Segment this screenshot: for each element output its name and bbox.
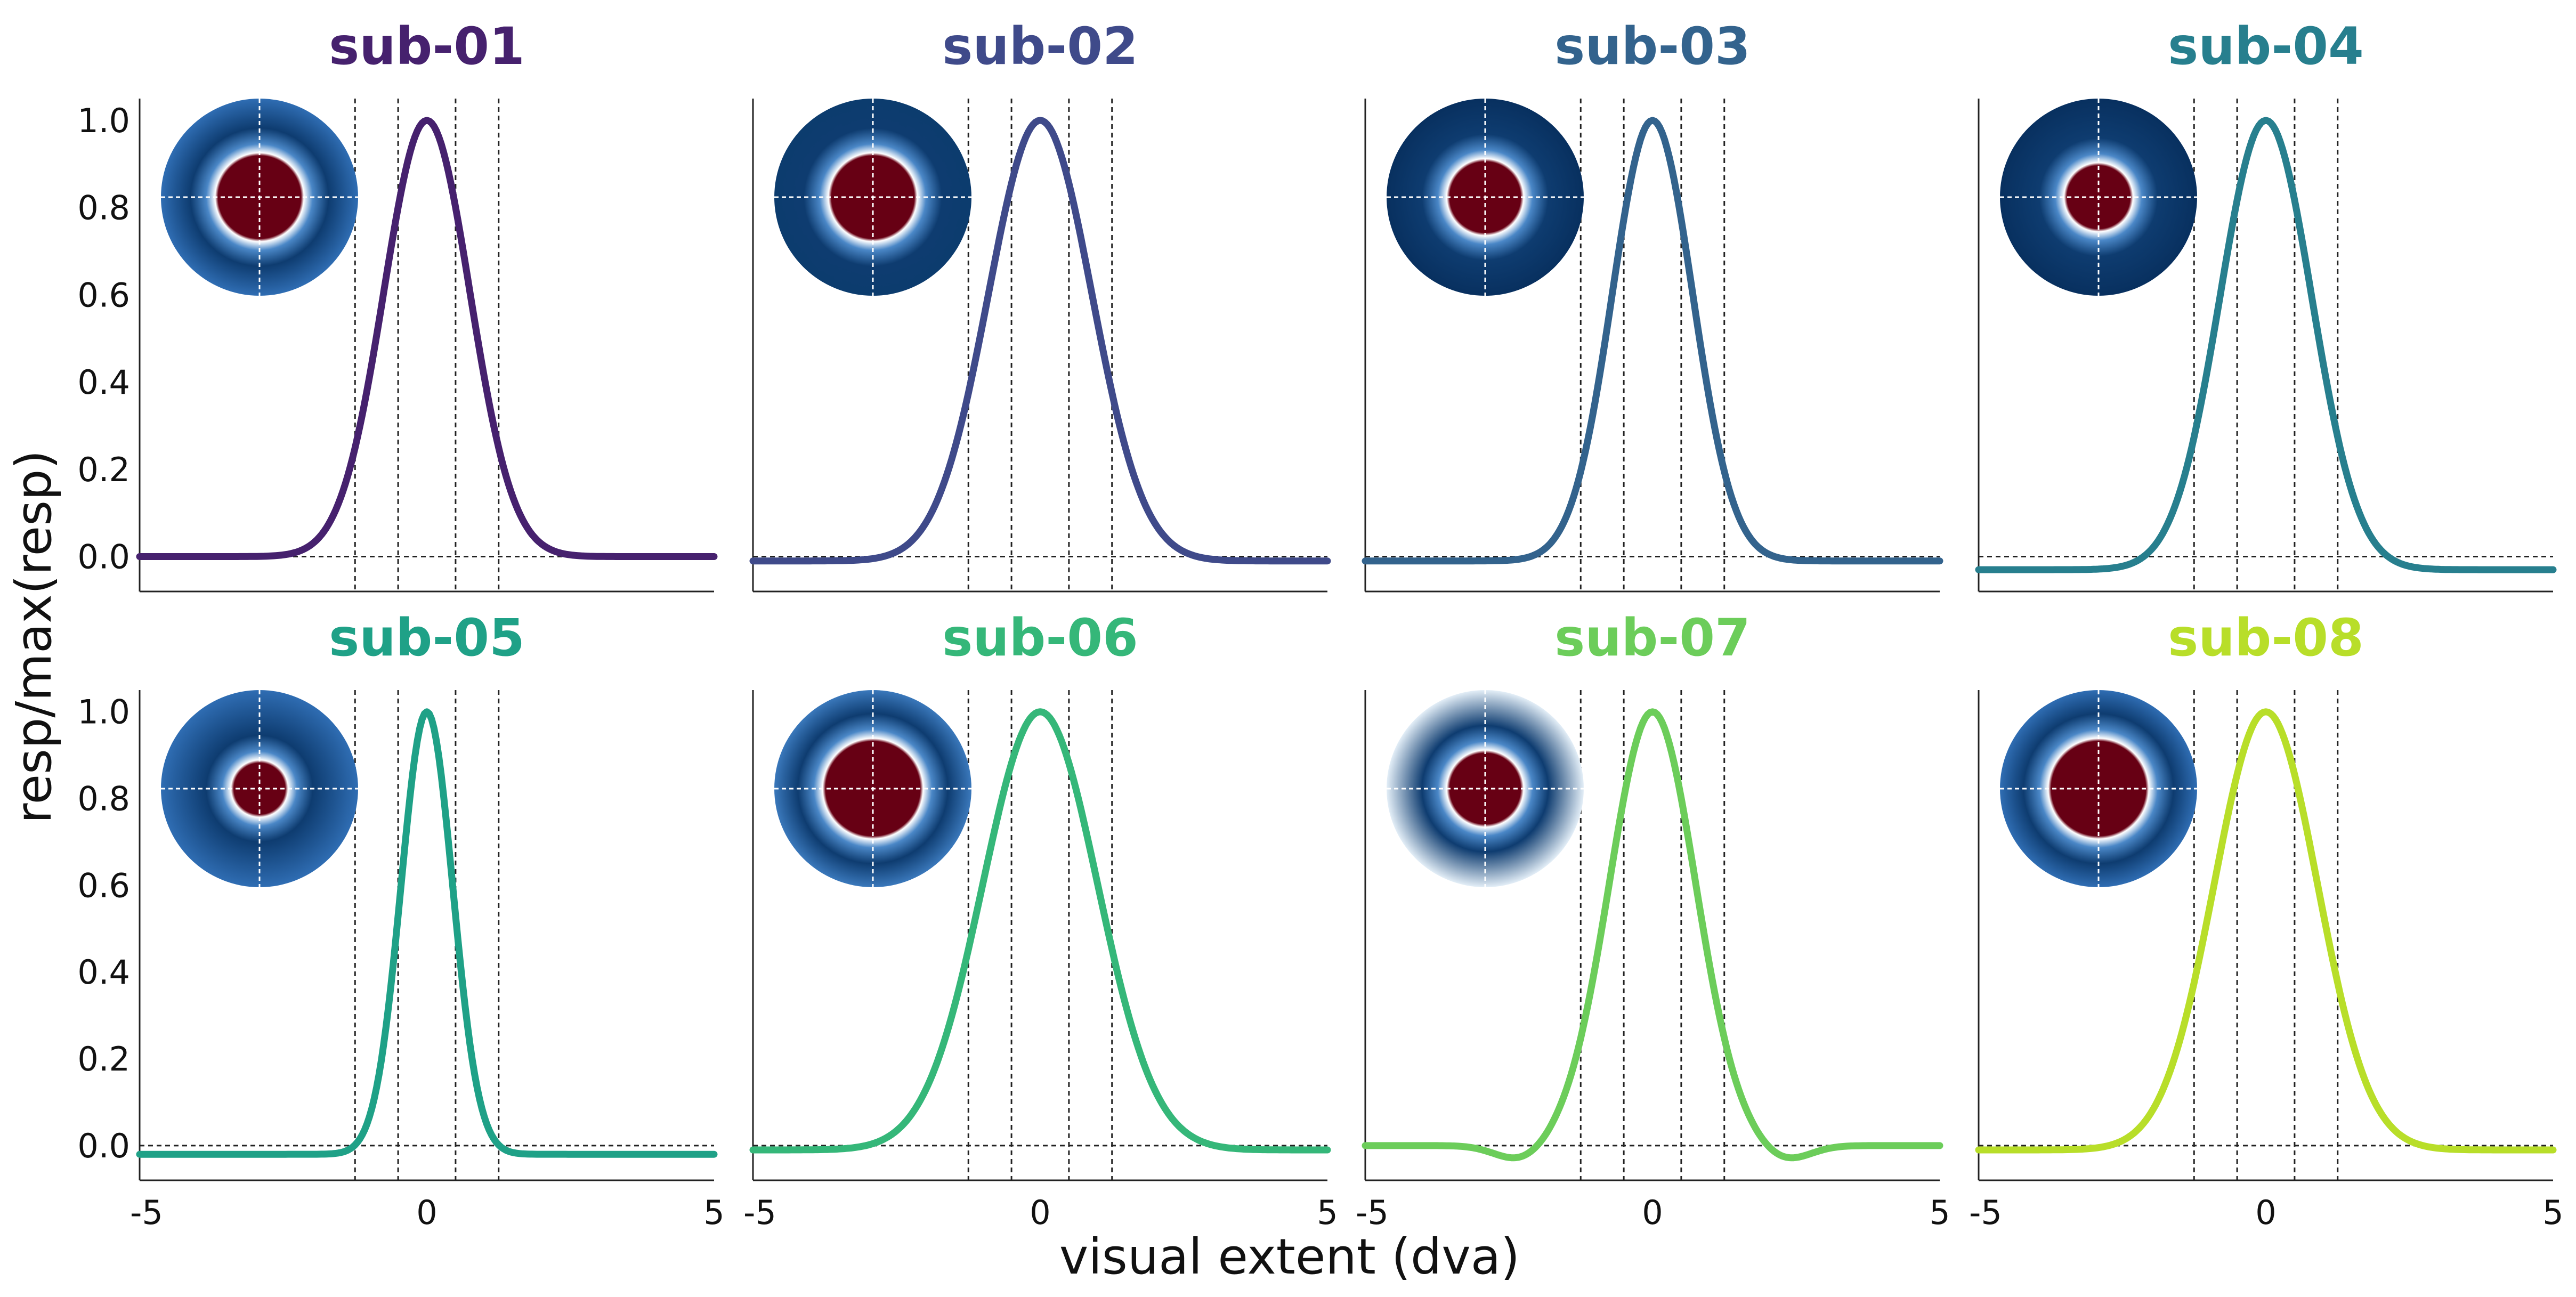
response-curve [136,708,718,1158]
x-tick-label: 0 [1030,1193,1050,1232]
response-curve [1975,117,2557,573]
x-tick-label: -5 [130,1193,163,1232]
x-tick-label: 0 [416,1193,437,1232]
response-curve [1362,117,1943,565]
panel-sub-07: sub-07 -5 0 5 [1356,608,1950,1232]
y-tick-label: 0.8 [77,780,130,818]
y-tick-label: 0.0 [77,538,130,577]
x-tick-label: -5 [743,1193,776,1232]
y-tick-label: 0.8 [77,189,130,228]
panel-title: sub-03 [1554,17,1751,76]
x-tick-label: 0 [2255,1193,2276,1232]
x-tick-label: 5 [703,1193,724,1232]
panel-title: sub-08 [2168,608,2364,668]
panel-sub-06: sub-06 -5 0 5 [743,608,1338,1232]
x-tick-label: 5 [1317,1193,1338,1232]
panel-sub-03: sub-03 [1362,17,1943,593]
response-curve [1362,708,1943,1162]
response-curve [749,117,1331,565]
panel-title: sub-01 [329,17,525,76]
panel-sub-05: sub-05 0.0 0.2 0.4 0.6 0.8 1.0 -5 0 5 [77,608,724,1232]
panel-title: sub-05 [329,608,525,668]
y-tick-label: 0.6 [77,866,130,905]
panel-title: sub-07 [1554,608,1751,668]
panel-title: sub-06 [942,608,1138,668]
y-tick-label: 0.4 [77,953,130,992]
y-tick-label: 1.0 [77,693,130,732]
y-tick-label: 0.2 [77,450,130,489]
x-tick-label: -5 [1969,1193,2002,1232]
y-axis-label: resp/max(resp) [5,450,62,824]
x-tick-label: 0 [1642,1193,1663,1232]
x-tick-label: 5 [1929,1193,1950,1232]
y-tick-label: 0.4 [77,363,130,402]
panel-title: sub-02 [942,17,1138,76]
panel-sub-01: sub-01 0.0 0.2 0.4 0.6 0.8 1.0 [77,17,718,593]
panel-sub-08: sub-08 -5 0 5 [1969,608,2564,1232]
x-tick-label: -5 [1356,1193,1389,1232]
panel-sub-02: sub-02 [749,17,1331,593]
y-tick-label: 1.0 [77,101,130,140]
x-tick-label: 5 [2542,1193,2563,1232]
response-curve [136,117,718,560]
response-curve [1975,708,2557,1154]
panel-title: sub-04 [2168,17,2364,76]
y-tick-label: 0.0 [77,1126,130,1165]
panel-sub-04: sub-04 [1975,17,2557,593]
response-curve [749,708,1331,1154]
y-tick-label: 0.2 [77,1040,130,1079]
x-axis-label: visual extent (dva) [1059,1228,1520,1285]
y-tick-label: 0.6 [77,275,130,314]
